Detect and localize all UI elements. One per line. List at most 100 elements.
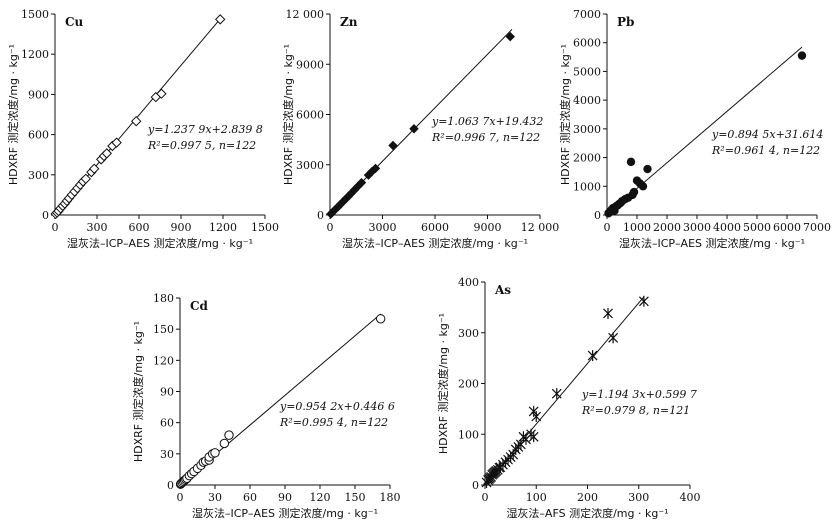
panel-label: Cu [65, 15, 84, 29]
y-tick-label: 30 [160, 448, 174, 461]
x-tick-label: 400 [680, 491, 701, 504]
x-tick-label: 0 [177, 491, 184, 504]
x-tick-label: 100 [526, 491, 547, 504]
data-point [156, 88, 167, 99]
regression-equation: y=1.063 7x+19.432 [431, 115, 543, 128]
regression-equation: y=1.194 3x+0.599 7 [581, 388, 697, 401]
x-tick-label: 3000 [369, 221, 397, 234]
data-point [797, 51, 807, 60]
y-axis-label: HDXRF 测定浓度/mg · kg⁻¹ [131, 321, 145, 462]
x-tick-label: 2000 [653, 221, 681, 234]
regression-equation: y=0.954 2x+0.446 6 [279, 400, 395, 413]
data-point [587, 350, 598, 362]
x-axis-label: 湿灰法–ICP–AES 测定浓度/mg · kg⁻¹ [619, 236, 805, 250]
data-point [370, 163, 381, 174]
data-point [210, 448, 220, 458]
x-tick-label: 600 [129, 221, 150, 234]
data-point [629, 187, 639, 197]
y-tick-label: 150 [153, 323, 174, 336]
r-squared-label: R²=0.996 7, n=122 [431, 131, 540, 144]
data-point [643, 164, 652, 174]
x-tick-label: 5000 [743, 221, 771, 234]
data-point [409, 124, 419, 134]
y-tick-label: 100 [458, 428, 479, 441]
x-tick-label: 900 [171, 221, 192, 234]
y-tick-label: 0 [594, 209, 601, 222]
y-tick-label: 300 [28, 169, 49, 182]
y-axis-label: HDXRF 测定浓度/mg · kg⁻¹ [281, 44, 295, 185]
y-tick-label: 120 [153, 354, 174, 367]
data-point [214, 14, 226, 25]
panel-label: Zn [340, 15, 358, 29]
data-point [224, 430, 234, 440]
y-tick-label: 2000 [573, 152, 601, 165]
data-point [626, 157, 636, 167]
x-tick-label: 30 [208, 491, 222, 504]
y-tick-label: 12 000 [286, 8, 325, 21]
data-point [80, 173, 92, 185]
x-tick-label: 0 [604, 221, 611, 234]
y-tick-label: 1500 [21, 8, 49, 21]
y-tick-label: 0 [42, 209, 49, 222]
y-axis-label: HDXRF 测定浓度/mg · kg⁻¹ [558, 44, 572, 185]
chart-panel-cu: 0 300 600 900 1200 1500 0 300 600 900 1200 1500 湿灰法–… [6, 8, 279, 250]
y-tick-label: 0 [317, 209, 324, 222]
x-tick-label: 7000 [803, 221, 831, 234]
y-tick-label: 0 [167, 479, 174, 492]
y-tick-label: 90 [160, 386, 174, 399]
x-tick-label: 60 [243, 491, 257, 504]
y-tick-label: 300 [458, 327, 479, 340]
panel-label: Cd [190, 299, 209, 313]
data-point [388, 140, 398, 151]
data-point [603, 307, 613, 319]
y-tick-label: 4000 [573, 94, 601, 107]
x-tick-label: 0 [482, 491, 489, 504]
x-tick-label: 1500 [251, 221, 279, 234]
x-tick-label: 150 [345, 491, 366, 504]
x-axis-label: 湿灰法–ICP–AES 测定浓度/mg · kg⁻¹ [67, 236, 253, 250]
x-tick-label: 300 [87, 221, 108, 234]
x-tick-label: 120 [310, 491, 331, 504]
x-tick-label: 0 [327, 221, 334, 234]
chart-panel-cd: 0 30 60 90 120 150 1800306090120150180湿灰法–ICP–… [131, 292, 401, 520]
chart-panel-zn: 0 3000 6000 9000 12 000 0 3000 6000 9000 12 000 湿灰… [281, 8, 559, 250]
x-tick-label: 200 [577, 491, 598, 504]
data-point [111, 137, 122, 148]
x-axis-label: 湿灰法–ICP–AES 测定浓度/mg · kg⁻¹ [342, 236, 528, 250]
panel-label: Pb [617, 15, 634, 29]
panel-label: As [494, 283, 511, 297]
x-tick-label: 1000 [623, 221, 651, 234]
y-tick-label: 900 [28, 88, 49, 101]
y-tick-label: 7000 [573, 8, 601, 21]
y-tick-label: 180 [153, 292, 174, 305]
data-point [375, 314, 386, 324]
y-tick-label: 3000 [296, 159, 324, 172]
r-squared-label: R²=0.961 4, n=122 [711, 144, 820, 157]
r-squared-label: R²=0.979 8, n=121 [581, 404, 690, 417]
y-tick-label: 6000 [296, 109, 324, 122]
y-tick-label: 5000 [573, 65, 601, 78]
x-tick-label: 4000 [713, 221, 741, 234]
data-point [638, 295, 649, 307]
x-axis-label: 湿灰法–AFS 测定浓度/mg · kg⁻¹ [506, 506, 668, 520]
y-tick-label: 400 [458, 276, 479, 289]
data-point [638, 182, 648, 191]
data-point [531, 410, 542, 422]
data-point [88, 163, 100, 174]
y-tick-label: 3000 [573, 123, 601, 136]
y-tick-label: 6000 [573, 37, 601, 50]
data-point [551, 388, 562, 400]
data-point [219, 438, 230, 449]
r-squared-label: R²=0.997 5, n=122 [147, 139, 256, 152]
x-tick-label: 180 [380, 491, 401, 504]
y-tick-label: 60 [160, 417, 174, 430]
data-point [130, 115, 142, 127]
x-tick-label: 3000 [683, 221, 711, 234]
y-tick-label: 600 [28, 129, 49, 142]
data-point [505, 31, 515, 42]
data-point [608, 332, 619, 344]
x-tick-label: 9000 [474, 221, 502, 234]
x-tick-label: 6000 [421, 221, 449, 234]
x-tick-label: 1200 [209, 221, 237, 234]
